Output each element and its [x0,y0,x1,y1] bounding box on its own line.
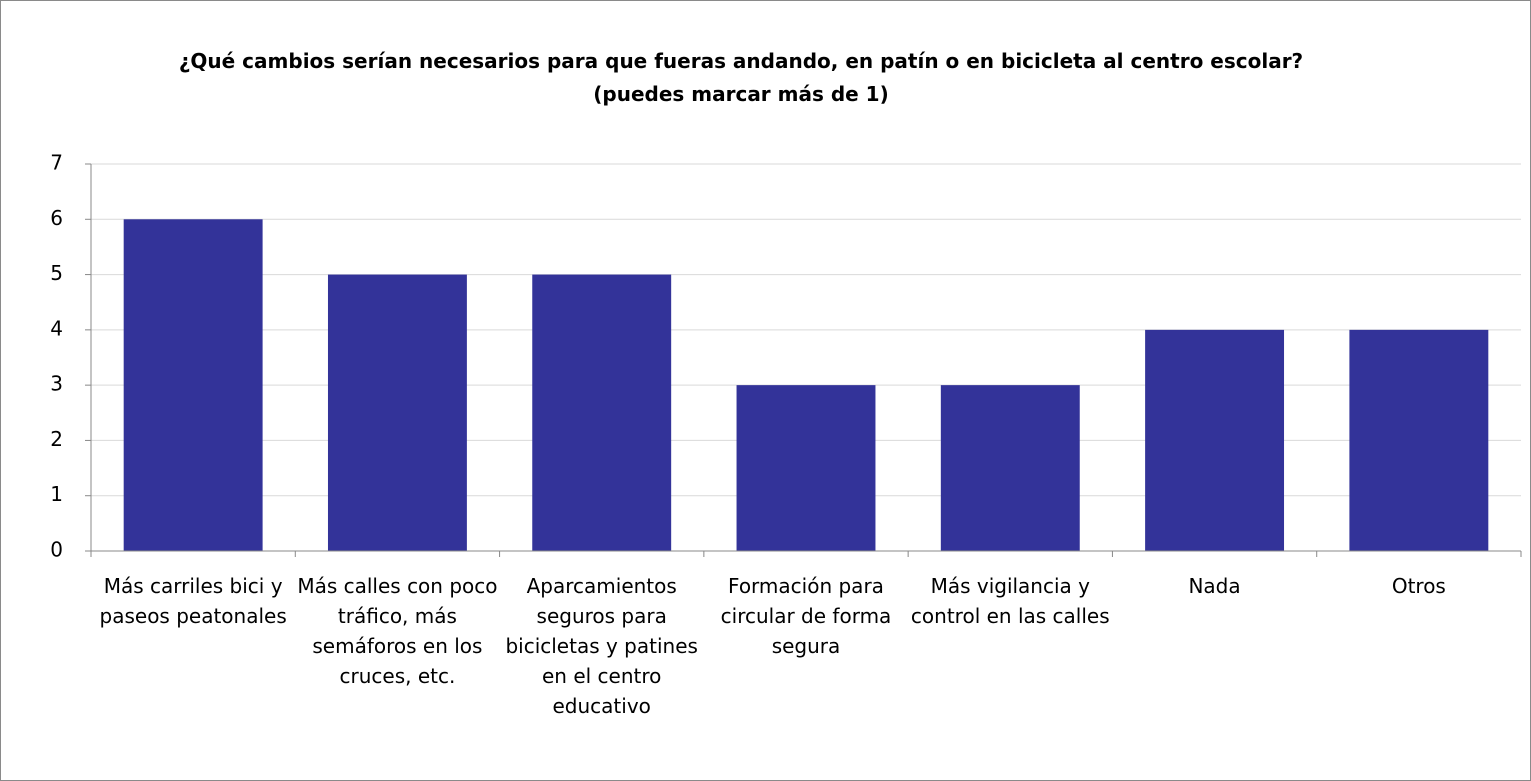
x-tick-label: Más carriles bici y paseos peatonales [99,574,287,628]
bar [532,274,672,551]
y-tick-label: 5 [50,261,63,285]
y-tick-label: 4 [50,316,63,340]
y-tick-label: 3 [50,372,63,396]
x-tick-label: Otros [1391,574,1446,598]
bar [327,274,467,551]
bar [1349,329,1489,551]
bar [940,385,1080,551]
y-tick-label: 0 [50,538,63,562]
y-tick-label: 2 [50,427,63,451]
y-tick-label: 1 [50,482,63,506]
y-tick-label: 6 [50,206,63,230]
x-tick-label: Más vigilancia y control en las calles [910,574,1110,628]
x-tick-label: Nada [1188,574,1241,598]
chart-title: ¿Qué cambios serían necesarios para que … [178,49,1304,106]
bar [123,219,263,552]
x-tick-label: Aparcamientos seguros para bicicletas y … [505,574,698,718]
x-tick-label: Formación para circular de forma segura [720,574,892,658]
x-tick-label: Más calles con poco tráfico, más semáfor… [297,574,498,688]
bar [736,385,876,551]
bar [1145,329,1285,551]
y-tick-label: 7 [50,151,63,175]
